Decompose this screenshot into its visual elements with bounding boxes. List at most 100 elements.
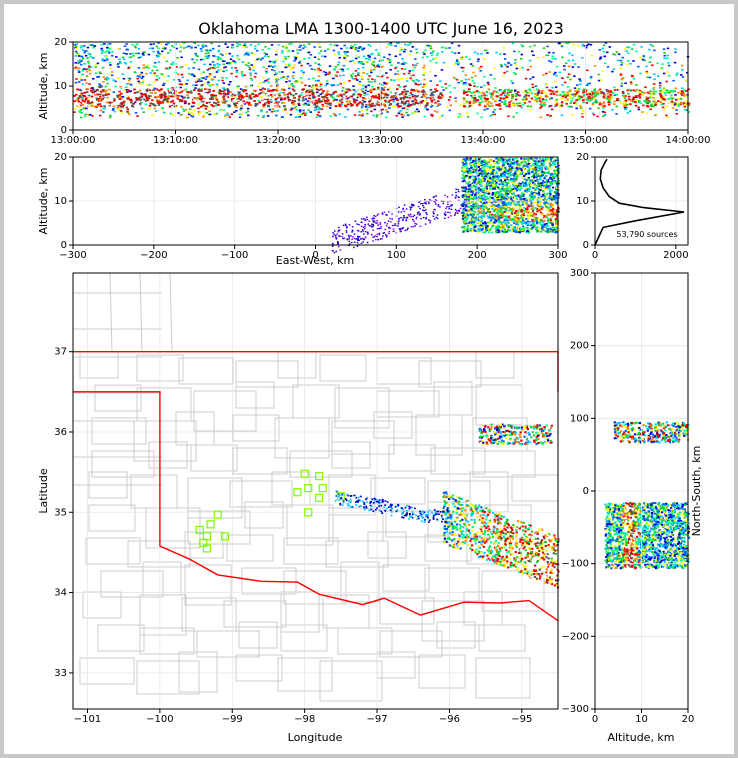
source-point: [488, 171, 492, 173]
source-point: [607, 101, 610, 104]
source-point: [478, 101, 482, 104]
source-point: [94, 72, 98, 74]
source-point: [581, 44, 585, 47]
source-point: [668, 92, 671, 94]
source-point: [675, 109, 678, 111]
source-point: [525, 203, 528, 206]
source-point: [129, 101, 133, 104]
source-point: [284, 63, 288, 66]
source-point: [367, 44, 371, 46]
source-point: [405, 96, 409, 99]
source-point: [589, 76, 593, 78]
source-point: [483, 75, 486, 78]
source-point: [618, 88, 621, 91]
source-point: [522, 197, 525, 200]
source-point: [501, 173, 504, 176]
source-point: [585, 98, 589, 100]
source-point: [507, 210, 510, 213]
source-point: [531, 218, 534, 221]
source-point: [265, 71, 269, 74]
source-point: [554, 202, 557, 205]
source-point: [538, 209, 541, 212]
source-point: [481, 167, 484, 170]
source-point: [529, 78, 532, 80]
source-point: [313, 109, 317, 112]
source-point: [226, 90, 230, 92]
source-point: [521, 66, 524, 69]
source-point: [531, 224, 534, 226]
source-point: [281, 71, 284, 73]
source-point: [399, 110, 403, 112]
source-point: [495, 209, 498, 212]
source-point: [508, 185, 511, 188]
source-point: [507, 226, 510, 229]
source-point: [473, 97, 477, 100]
source-point: [96, 62, 100, 65]
source-point: [503, 53, 506, 55]
source-point: [567, 73, 571, 76]
source-point: [368, 96, 372, 99]
source-point: [554, 169, 557, 172]
source-point: [385, 82, 388, 85]
source-point: [279, 91, 282, 94]
source-point: [674, 94, 677, 96]
source-point: [537, 173, 540, 176]
source-point: [113, 100, 116, 102]
source-point: [536, 165, 540, 168]
source-point: [353, 101, 356, 104]
source-point: [263, 55, 267, 57]
source-point: [512, 173, 516, 176]
source-point: [328, 72, 331, 75]
source-point: [222, 95, 226, 98]
source-point: [675, 74, 678, 76]
source-point: [494, 175, 497, 178]
source-point: [319, 50, 323, 52]
source-point: [182, 109, 186, 112]
source-point: [370, 71, 373, 74]
source-point: [597, 79, 601, 82]
source-point: [440, 114, 444, 117]
source-point: [485, 212, 488, 215]
source-point: [120, 103, 124, 106]
source-point: [334, 65, 338, 68]
source-point: [283, 57, 286, 60]
source-point: [542, 226, 545, 228]
source-point: [490, 173, 493, 175]
source-point: [81, 96, 85, 99]
source-point: [602, 92, 605, 94]
source-point: [601, 47, 604, 50]
source-point: [491, 185, 494, 188]
source-point: [455, 78, 459, 81]
source-point: [152, 89, 155, 91]
source-point: [262, 91, 265, 94]
source-point: [476, 222, 479, 224]
source-point: [429, 97, 432, 100]
source-point: [649, 95, 652, 98]
source-point: [292, 71, 296, 74]
source-point: [381, 88, 385, 91]
source-point: [234, 96, 237, 99]
source-point: [469, 157, 472, 160]
source-point: [209, 98, 212, 100]
source-point: [683, 108, 687, 111]
source-point: [523, 184, 526, 187]
source-point: [78, 62, 81, 64]
source-point: [104, 85, 108, 88]
source-point: [544, 200, 547, 203]
source-point: [516, 189, 519, 192]
source-point: [223, 102, 227, 105]
source-point: [320, 88, 323, 91]
source-point: [345, 92, 348, 95]
source-point: [498, 103, 501, 105]
source-point: [481, 215, 484, 217]
source-point: [176, 97, 179, 100]
source-point: [345, 47, 349, 49]
source-point: [325, 92, 329, 95]
source-point: [548, 89, 551, 92]
source-point: [374, 95, 378, 98]
source-point: [116, 108, 120, 111]
source-point: [522, 193, 525, 196]
source-point: [358, 80, 362, 83]
source-point: [402, 72, 406, 75]
source-point: [364, 86, 368, 89]
